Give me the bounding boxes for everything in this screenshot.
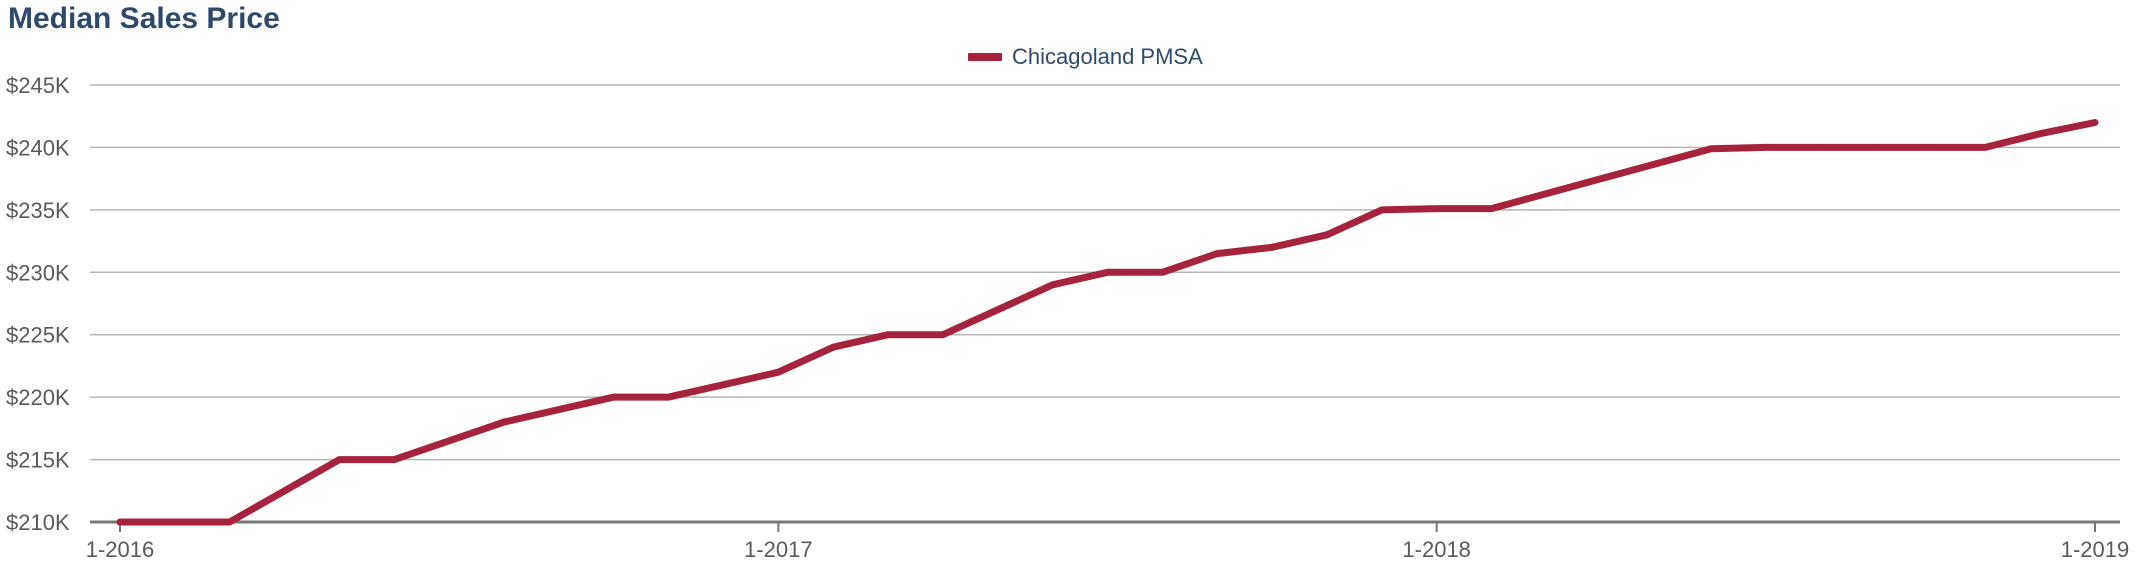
y-tick-label: $235K [6, 198, 70, 223]
data-point [775, 369, 782, 376]
data-point [1323, 231, 1330, 238]
data-point [446, 437, 453, 444]
chart-title: Median Sales Price [8, 2, 280, 35]
data-point [1982, 144, 1989, 151]
data-point [1433, 205, 1440, 212]
x-tick-label: 1-2018 [1402, 537, 1471, 562]
data-point [1488, 205, 1495, 212]
data-point [1049, 281, 1056, 288]
data-point [1543, 190, 1550, 197]
data-point [281, 487, 288, 494]
data-point [501, 419, 507, 426]
data-point [1762, 144, 1769, 151]
y-tick-label: $245K [6, 73, 70, 98]
data-point [1269, 244, 1276, 251]
data-point [939, 331, 946, 338]
y-tick-label: $220K [6, 385, 70, 410]
y-tick-label: $210K [6, 510, 70, 535]
data-point [1817, 144, 1824, 151]
data-point [610, 394, 617, 401]
y-tick-label: $215K [6, 448, 70, 473]
series-line-0 [116, 119, 2099, 526]
data-point [665, 394, 672, 401]
data-point [1104, 269, 1111, 276]
x-tick-label: 1-2017 [744, 537, 813, 562]
data-point [1927, 144, 1934, 151]
data-point [2092, 119, 2098, 126]
data-point [1653, 160, 1660, 167]
data-point [1159, 269, 1166, 276]
data-point [555, 406, 562, 413]
legend: Chicagoland PMSA [968, 44, 1203, 70]
series-group [116, 119, 2099, 526]
data-point [720, 381, 727, 388]
data-point [1214, 250, 1221, 257]
legend-label: Chicagoland PMSA [1012, 44, 1203, 69]
data-point [171, 519, 178, 525]
legend-swatch [968, 53, 1002, 61]
data-point [2037, 130, 2044, 137]
data-point [1872, 144, 1879, 151]
data-point [117, 519, 123, 525]
data-point [994, 306, 1001, 313]
data-point [885, 331, 892, 338]
data-point [1598, 175, 1605, 182]
x-tick-label: 1-2016 [86, 537, 155, 562]
y-tick-label: $230K [6, 260, 70, 285]
y-axis-labels: $210K $215K $220K $225K $230K $235K $240K $245K [6, 73, 70, 535]
data-point [391, 456, 398, 463]
data-point [226, 519, 233, 525]
x-axis: 1-2016 1-2017 1-2018 1-2019 [86, 522, 2130, 562]
x-tick-label: 1-2019 [2061, 537, 2130, 562]
data-point [336, 456, 343, 463]
data-point [830, 344, 837, 351]
y-tick-label: $225K [6, 323, 70, 348]
data-point [1378, 206, 1385, 213]
y-tick-label: $240K [6, 135, 70, 160]
data-point [1708, 145, 1714, 152]
